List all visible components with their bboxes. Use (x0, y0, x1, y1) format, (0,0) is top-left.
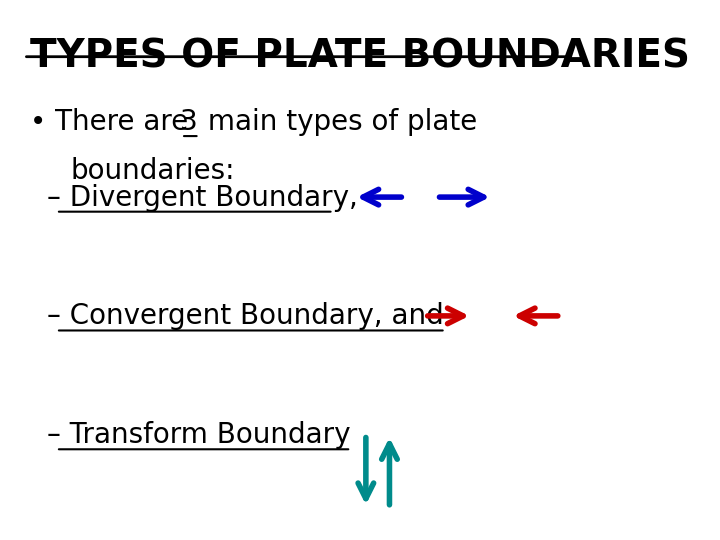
Text: • There are: • There are (30, 108, 197, 136)
Text: TYPES OF PLATE BOUNDARIES: TYPES OF PLATE BOUNDARIES (30, 38, 690, 76)
Text: – Convergent Boundary, and: – Convergent Boundary, and (48, 302, 444, 330)
Text: main types of plate: main types of plate (199, 108, 477, 136)
Text: boundaries:: boundaries: (71, 157, 235, 185)
Text: – Divergent Boundary,: – Divergent Boundary, (48, 184, 358, 212)
Text: 3: 3 (180, 108, 198, 136)
Text: – Transform Boundary: – Transform Boundary (48, 421, 351, 449)
